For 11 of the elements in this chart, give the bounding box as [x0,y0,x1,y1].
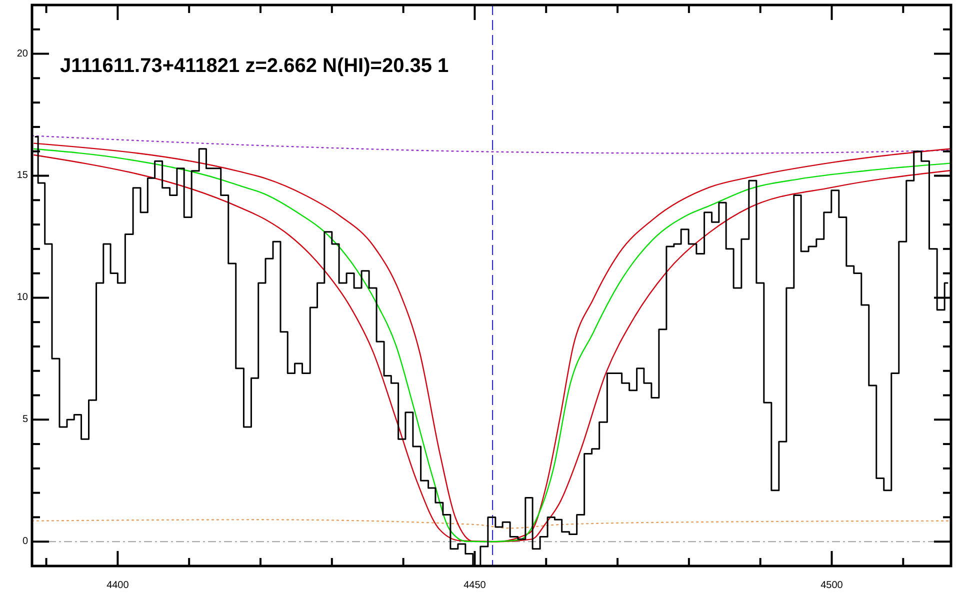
line-series [32,135,951,154]
y-tick-label: 5 [22,414,28,426]
y-tick-label: 0 [22,536,28,548]
x-tick-label: 4500 [820,580,844,591]
x-tick-label: 4450 [464,580,486,591]
y-tick-label: 10 [16,292,28,304]
y-tick-label: 15 [16,170,28,182]
line-series [32,519,951,529]
text: J111611.73+411821 z=2.662 N(HI)=20.35 1 [60,55,449,77]
y-tick-label: 20 [16,48,28,60]
x-tick-label: 4400 [106,580,130,591]
